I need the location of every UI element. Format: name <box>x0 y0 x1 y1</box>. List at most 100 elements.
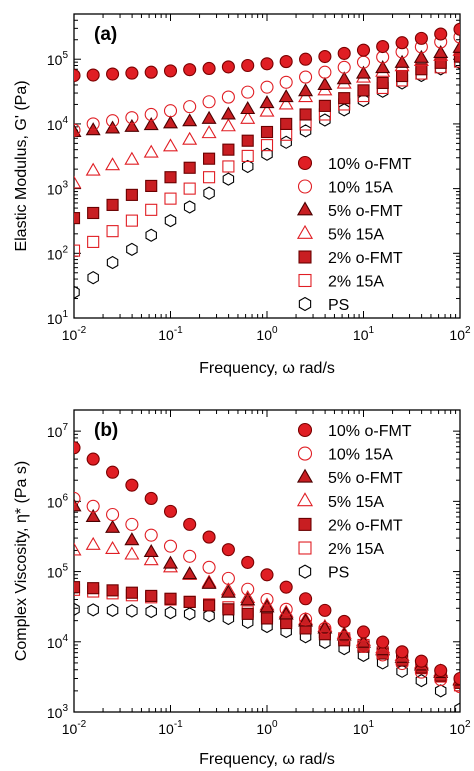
data-point <box>87 235 100 248</box>
data-point <box>143 543 159 558</box>
data-point <box>318 603 332 617</box>
x-tick-label: 101 <box>353 325 375 343</box>
data-point <box>318 99 331 112</box>
data-point <box>125 478 139 492</box>
data-point <box>183 63 197 77</box>
tick-base: 10 <box>47 182 63 198</box>
data-point <box>241 607 254 620</box>
data-point <box>452 39 460 53</box>
data-point <box>125 517 139 531</box>
x-tick-label: 100 <box>256 325 278 343</box>
data-point <box>241 149 254 162</box>
panel-label: (a) <box>94 24 117 45</box>
data-point <box>124 118 140 132</box>
tick-base: 10 <box>62 721 78 737</box>
tick-base: 10 <box>158 327 174 343</box>
data-point <box>414 31 428 45</box>
y-tick-label: 105 <box>47 563 69 581</box>
data-point <box>86 117 100 131</box>
data-point <box>433 44 449 58</box>
data-point <box>74 175 82 189</box>
data-point <box>337 614 351 628</box>
data-point <box>183 595 196 608</box>
data-point <box>453 50 460 63</box>
data-point <box>143 552 159 566</box>
data-point <box>74 542 82 556</box>
data-point <box>87 603 99 617</box>
data-point <box>279 580 293 594</box>
data-point <box>85 122 101 136</box>
tick-exponent: 1 <box>62 309 68 320</box>
data-point <box>278 606 294 620</box>
tick-exponent: 4 <box>62 633 68 644</box>
data-point <box>74 602 80 616</box>
y-tick-label: 104 <box>47 115 69 133</box>
series-2-o-fmt <box>74 50 460 225</box>
data-point <box>163 64 178 78</box>
data-point <box>143 117 159 131</box>
data-point <box>453 671 460 686</box>
data-point <box>145 589 158 602</box>
data-point <box>87 271 99 285</box>
series-10-15a <box>74 30 460 137</box>
data-point <box>241 134 254 147</box>
data-point <box>220 106 236 120</box>
data-point <box>203 609 215 623</box>
data-point <box>85 162 101 176</box>
data-point <box>220 118 236 132</box>
data-point <box>357 84 370 97</box>
y-tick-label: 107 <box>47 422 69 440</box>
tick-base: 10 <box>47 565 63 581</box>
legend-marker <box>298 273 312 288</box>
chart-panel-b: 10-2 10-1 100 101 102103104105106107Frequenc… <box>13 409 471 768</box>
legend-marker <box>296 492 314 507</box>
legend-marker <box>298 296 312 312</box>
x-axis-label: Frequency, ω rad/s <box>199 360 335 377</box>
data-point <box>299 124 312 138</box>
data-point <box>74 581 81 594</box>
tick-base: 10 <box>47 117 63 133</box>
tick-exponent: -2 <box>77 719 86 730</box>
data-point <box>260 568 274 582</box>
data-point <box>338 92 351 105</box>
data-point <box>299 612 313 626</box>
tick-base: 10 <box>47 424 63 440</box>
data-point <box>105 519 121 533</box>
data-point <box>434 684 447 698</box>
data-point <box>86 452 100 466</box>
legend-label: 2% o-FMT <box>328 250 403 267</box>
data-point <box>183 161 196 174</box>
data-point <box>124 532 140 546</box>
data-point <box>183 517 197 531</box>
data-point <box>318 621 332 635</box>
data-point <box>85 536 101 550</box>
data-point <box>74 68 81 83</box>
data-point <box>278 96 294 110</box>
data-point <box>241 582 255 596</box>
data-point <box>106 584 119 597</box>
legend-label: 10% 15A <box>328 447 393 464</box>
data-point <box>376 39 390 54</box>
x-tick-label: 10-1 <box>158 719 183 737</box>
tick-exponent: 3 <box>62 180 68 191</box>
data-point <box>87 582 100 595</box>
tick-base: 10 <box>47 635 63 651</box>
tick-exponent: 2 <box>62 244 68 255</box>
tick-exponent: 3 <box>62 703 68 714</box>
legend-marker <box>296 468 314 483</box>
data-point <box>202 599 216 612</box>
data-point <box>201 575 217 589</box>
data-point <box>356 625 371 639</box>
tick-exponent: 0 <box>272 325 278 336</box>
data-point <box>356 43 371 57</box>
data-point <box>317 620 333 634</box>
data-point <box>183 182 196 195</box>
series-10-o-fmt <box>74 22 460 83</box>
data-point <box>106 225 119 238</box>
data-point <box>106 603 119 618</box>
data-point <box>298 613 314 627</box>
legend-label: 5% 15A <box>328 494 384 511</box>
data-point <box>105 157 121 171</box>
legend-label: 5% 15A <box>328 227 384 244</box>
